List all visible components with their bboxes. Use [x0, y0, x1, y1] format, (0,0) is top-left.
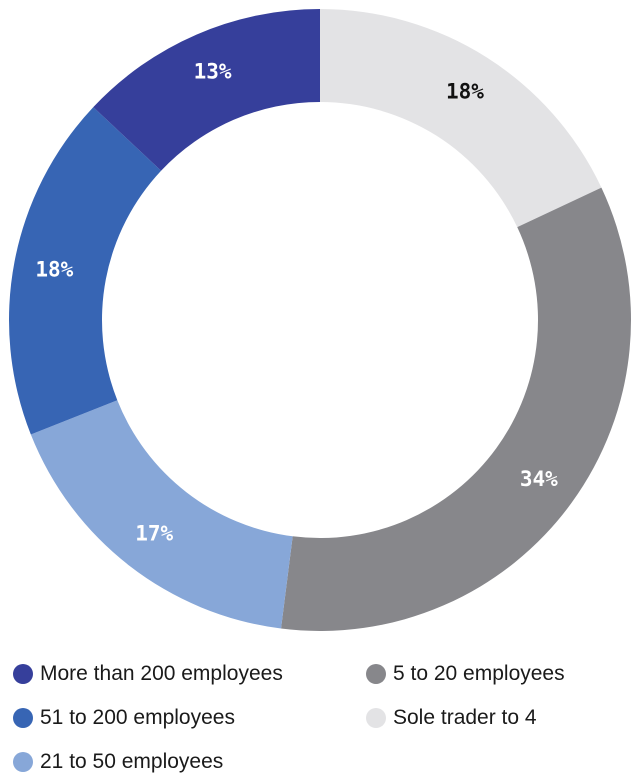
legend-swatch-5-to-20	[366, 664, 386, 684]
legend-item-5-to-20: 5 to 20 employees	[366, 660, 565, 688]
slice-label-1: 34%	[520, 467, 558, 491]
legend-label-5-to-20: 5 to 20 employees	[393, 662, 565, 685]
donut-slice-4	[93, 9, 320, 171]
donut-slices	[9, 9, 631, 631]
legend-label-21-to-50: 21 to 50 employees	[40, 750, 224, 773]
legend-label-51-to-200: 51 to 200 employees	[40, 706, 235, 729]
donut-slice-0	[320, 9, 602, 228]
donut-chart: 18% 34% 17% 18% 13%	[9, 9, 631, 631]
slice-label-3: 18%	[35, 257, 73, 281]
legend-swatch-21-to-50	[13, 752, 33, 772]
donut-slice-1	[281, 187, 631, 631]
legend-label-sole-trader: Sole trader to 4	[393, 706, 537, 729]
legend-swatch-more-than-200	[13, 664, 33, 684]
donut-slice-2	[30, 400, 293, 629]
donut-slice-3	[9, 107, 162, 435]
legend-item-more-than-200: More than 200 employees	[13, 660, 283, 688]
slice-label-2: 17%	[135, 522, 173, 546]
slice-label-0: 18%	[446, 80, 484, 104]
legend-swatch-51-to-200	[13, 708, 33, 728]
legend-label-more-than-200: More than 200 employees	[40, 662, 283, 685]
legend-item-51-to-200: 51 to 200 employees	[13, 704, 235, 732]
slice-label-4: 13%	[194, 60, 232, 84]
legend-item-21-to-50: 21 to 50 employees	[13, 748, 223, 776]
legend-item-sole-trader: Sole trader to 4	[366, 704, 537, 732]
legend-swatch-sole-trader	[366, 708, 386, 728]
donut-labels: 18% 34% 17% 18% 13%	[35, 60, 558, 546]
